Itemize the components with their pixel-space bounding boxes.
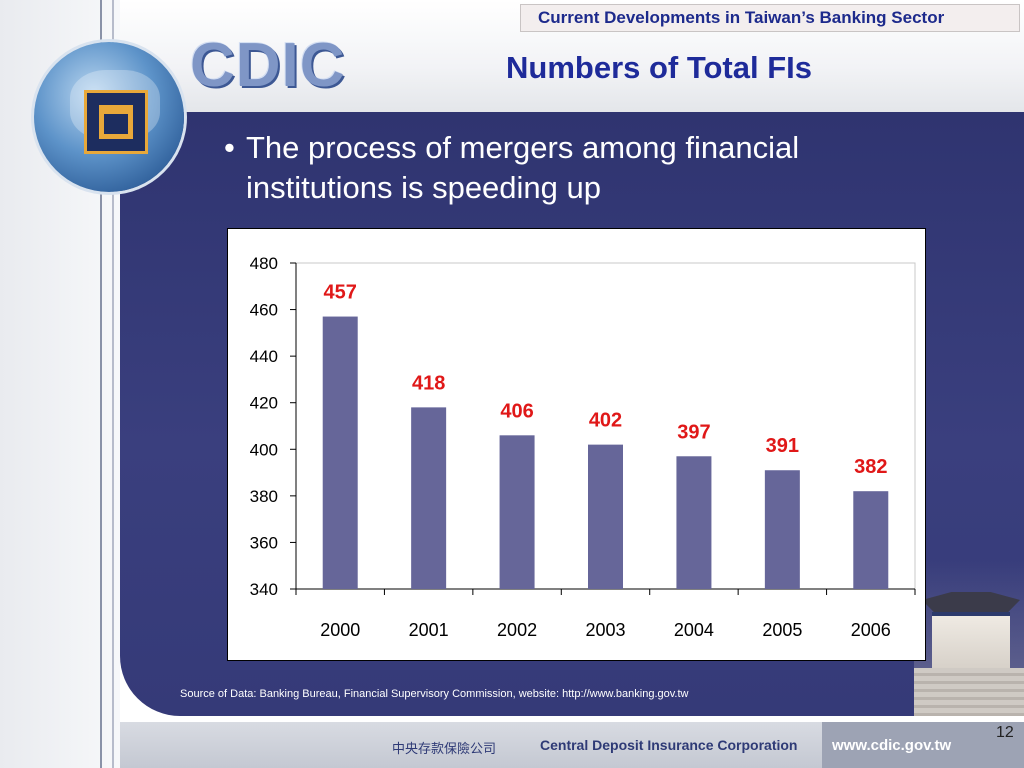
- bullet-text: The process of mergers among financial i…: [246, 130, 800, 205]
- cdic-logo-text: CDIC: [190, 31, 346, 100]
- bar: [588, 444, 623, 589]
- y-tick-label: 420: [250, 394, 278, 413]
- bar: [411, 407, 447, 589]
- y-tick-label: 340: [250, 580, 278, 599]
- x-tick-label: 2006: [851, 620, 891, 640]
- data-label: 457: [324, 282, 357, 304]
- x-tick-label: 2004: [674, 620, 714, 640]
- cdic-emblem-icon: [84, 90, 148, 154]
- y-tick-label: 380: [250, 487, 278, 506]
- building-hall: [932, 612, 1010, 672]
- bar: [499, 435, 535, 589]
- footer-org-chinese: 中央存款保險公司: [392, 742, 497, 757]
- data-label: 402: [589, 410, 622, 432]
- data-label: 382: [854, 456, 887, 478]
- x-tick-label: 2003: [585, 620, 625, 640]
- y-tick-label: 440: [250, 347, 278, 366]
- bar: [764, 470, 800, 589]
- data-label: 391: [766, 435, 799, 457]
- footer-org-english: Central Deposit Insurance Corporation: [540, 737, 798, 753]
- building-steps: [914, 668, 1024, 716]
- section-title-box: [520, 4, 1020, 32]
- slide-title: Numbers of Total FIs: [506, 50, 813, 85]
- footer-website-band: [822, 722, 1024, 768]
- decor-line: [112, 0, 114, 768]
- section-title: Current Developments in Taiwan’s Banking…: [538, 8, 945, 27]
- x-tick-label: 2001: [409, 620, 449, 640]
- bar: [853, 491, 889, 589]
- data-label: 418: [412, 372, 445, 394]
- bullet-point: • The process of mergers among financial…: [222, 128, 912, 208]
- y-tick-label: 460: [250, 301, 278, 320]
- chart-canvas: 340 360 380 400 420 440 460 480 457 2000 418 2001 40…: [250, 254, 916, 640]
- data-label: 406: [500, 400, 533, 422]
- x-tick-label: 2005: [762, 620, 802, 640]
- building-roof: [922, 592, 1020, 612]
- decor-line: [100, 0, 102, 768]
- x-tick-label: 2002: [497, 620, 537, 640]
- bar: [322, 316, 358, 589]
- y-tick-label: 400: [250, 440, 278, 459]
- data-label: 397: [677, 421, 710, 443]
- bar-chart: 340 360 380 400 420 440 460 480 457 2000 418 2001 40…: [227, 228, 926, 661]
- source-note: Source of Data: Banking Bureau, Financia…: [180, 688, 689, 700]
- x-tick-label: 2000: [320, 620, 360, 640]
- bullet-mark: •: [224, 130, 235, 165]
- y-tick-label: 360: [250, 533, 278, 552]
- page-number: 12: [996, 724, 1014, 741]
- y-tick-label: 480: [250, 254, 278, 273]
- footer-website[interactable]: www.cdic.gov.tw: [832, 737, 952, 754]
- bar: [676, 456, 712, 589]
